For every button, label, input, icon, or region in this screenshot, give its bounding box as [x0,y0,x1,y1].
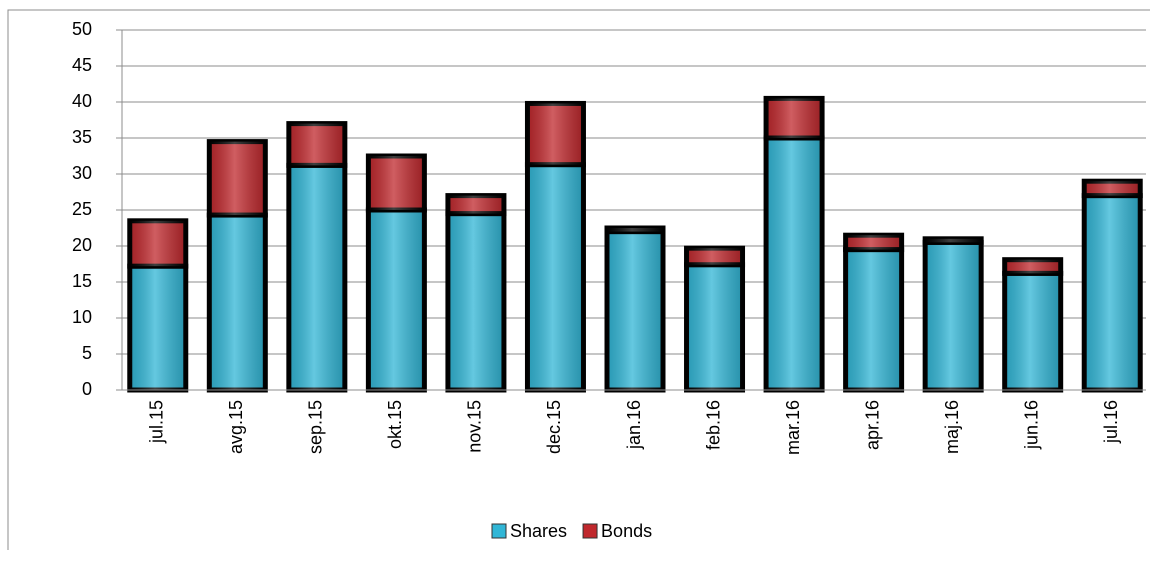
bar-shine [447,195,504,214]
bar-shine [1004,273,1061,390]
x-tick-label: jun.16 [1021,400,1041,450]
y-tick-label: 40 [72,91,92,111]
y-tick-label: 50 [72,19,92,39]
bar-shine [686,248,743,265]
y-tick-label: 35 [72,127,92,147]
bar-shine [527,103,584,165]
bar-shine [1084,195,1141,390]
bar-shine [129,220,186,267]
bar-shine [129,266,186,390]
bar-shine [209,141,266,216]
x-tick-label: avg.15 [226,400,246,454]
x-tick-label: okt.15 [385,400,405,449]
y-tick-label: 25 [72,199,92,219]
x-tick-label: maj.16 [942,400,962,454]
chart-frame [7,9,1150,550]
bar-shine [527,164,584,390]
y-tick-label: 45 [72,55,92,75]
bar-shine [766,138,823,390]
bar-shine [368,156,425,210]
y-tick-label: 30 [72,163,92,183]
x-tick-label: nov.15 [465,400,485,453]
bar-shine [607,231,663,390]
legend-swatch [582,523,598,539]
bar-shine [766,98,823,138]
bar-shine [686,264,743,390]
x-tick-label: jul.16 [1101,400,1121,444]
y-tick-label: 20 [72,235,92,255]
y-tick-label: 0 [82,379,92,399]
x-tick-label: mar.16 [783,400,803,455]
bar-shine [607,228,663,232]
bar-shine [1004,259,1061,274]
x-tick-label: apr.16 [862,400,882,450]
bar-shine [288,165,345,390]
x-tick-label: sep.15 [306,400,326,454]
bar-shine [845,235,902,250]
y-tick-label: 5 [82,343,92,363]
x-tick-label: jul.15 [147,400,167,444]
bar-shine [1084,181,1141,196]
x-tick-label: jan.16 [624,400,644,450]
legend-swatch [491,523,507,539]
bar-shine [209,215,266,390]
bar-shine [845,249,902,390]
legend-label: Shares [510,521,567,541]
bar-shine [447,213,504,390]
bar-shine [368,210,425,390]
y-tick-label: 10 [72,307,92,327]
x-tick-label: dec.15 [544,400,564,454]
bar-shine [925,242,982,390]
bar-shine [925,238,982,243]
x-tick-label: feb.16 [703,400,723,450]
legend-label: Bonds [601,521,652,541]
bar-shine [288,123,345,166]
y-tick-label: 15 [72,271,92,291]
